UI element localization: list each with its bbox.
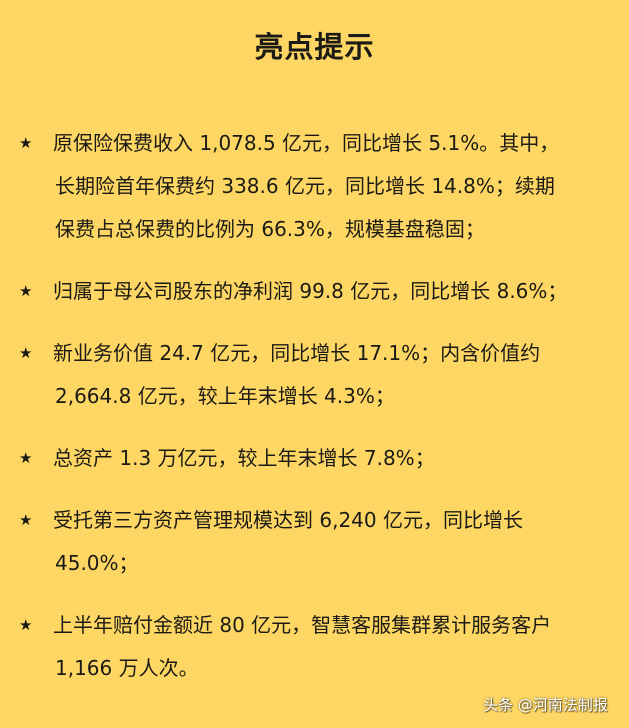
list-item-text: 受托第三方资产管理规模达到 6,240 亿元，同比增长	[53, 508, 523, 532]
star-icon: ★	[19, 344, 33, 362]
list-item: ★ 受托第三方资产管理规模达到 6,240 亿元，同比增长 45.0%；	[0, 502, 629, 588]
list-item-text: 长期险首年保费约 338.6 亿元，同比增长 14.8%；续期	[55, 174, 555, 198]
star-icon: ★	[19, 511, 33, 529]
highlights-list: ★ 原保险保费收入 1,078.5 亿元，同比增长 5.1%。其中， 长期险首年保费…	[0, 125, 629, 712]
list-item-text: 2,664.8 亿元，较上年末增长 4.3%；	[55, 384, 395, 408]
page-title: 亮点提示	[254, 30, 375, 64]
list-item-text: 总资产 1.3 万亿元，较上年末增长 7.8%；	[53, 446, 435, 470]
star-icon: ★	[19, 134, 33, 152]
list-item-text: 45.0%；	[55, 551, 139, 575]
list-item-text: 1,166 万人次。	[55, 656, 199, 680]
star-icon: ★	[19, 616, 33, 634]
star-icon: ★	[19, 282, 33, 300]
list-item: ★ 总资产 1.3 万亿元，较上年末增长 7.8%；	[0, 440, 629, 483]
star-icon: ★	[19, 449, 33, 467]
list-item-text: 原保险保费收入 1,078.5 亿元，同比增长 5.1%。其中，	[53, 131, 560, 155]
list-item-text: 归属于母公司股东的净利润 99.8 亿元，同比增长 8.6%；	[53, 279, 568, 303]
list-item: ★ 原保险保费收入 1,078.5 亿元，同比增长 5.1%。其中， 长期险首年保费…	[0, 125, 629, 254]
list-item: ★ 新业务价值 24.7 亿元，同比增长 17.1%；内含价值约 2,664.8 亿…	[0, 335, 629, 421]
list-item: ★ 归属于母公司股东的净利润 99.8 亿元，同比增长 8.6%；	[0, 273, 629, 316]
list-item-text: 上半年赔付金额近 80 亿元，智慧客服集群累计服务客户	[53, 613, 552, 637]
list-item-text: 保费占总保费的比例为 66.3%，规模基盘稳固；	[55, 217, 485, 241]
list-item: ★ 上半年赔付金额近 80 亿元，智慧客服集群累计服务客户 1,166 万人次。	[0, 607, 629, 693]
watermark: 头条 @河南法制报	[483, 696, 608, 714]
list-item-text: 新业务价值 24.7 亿元，同比增长 17.1%；内含价值约	[53, 341, 541, 365]
